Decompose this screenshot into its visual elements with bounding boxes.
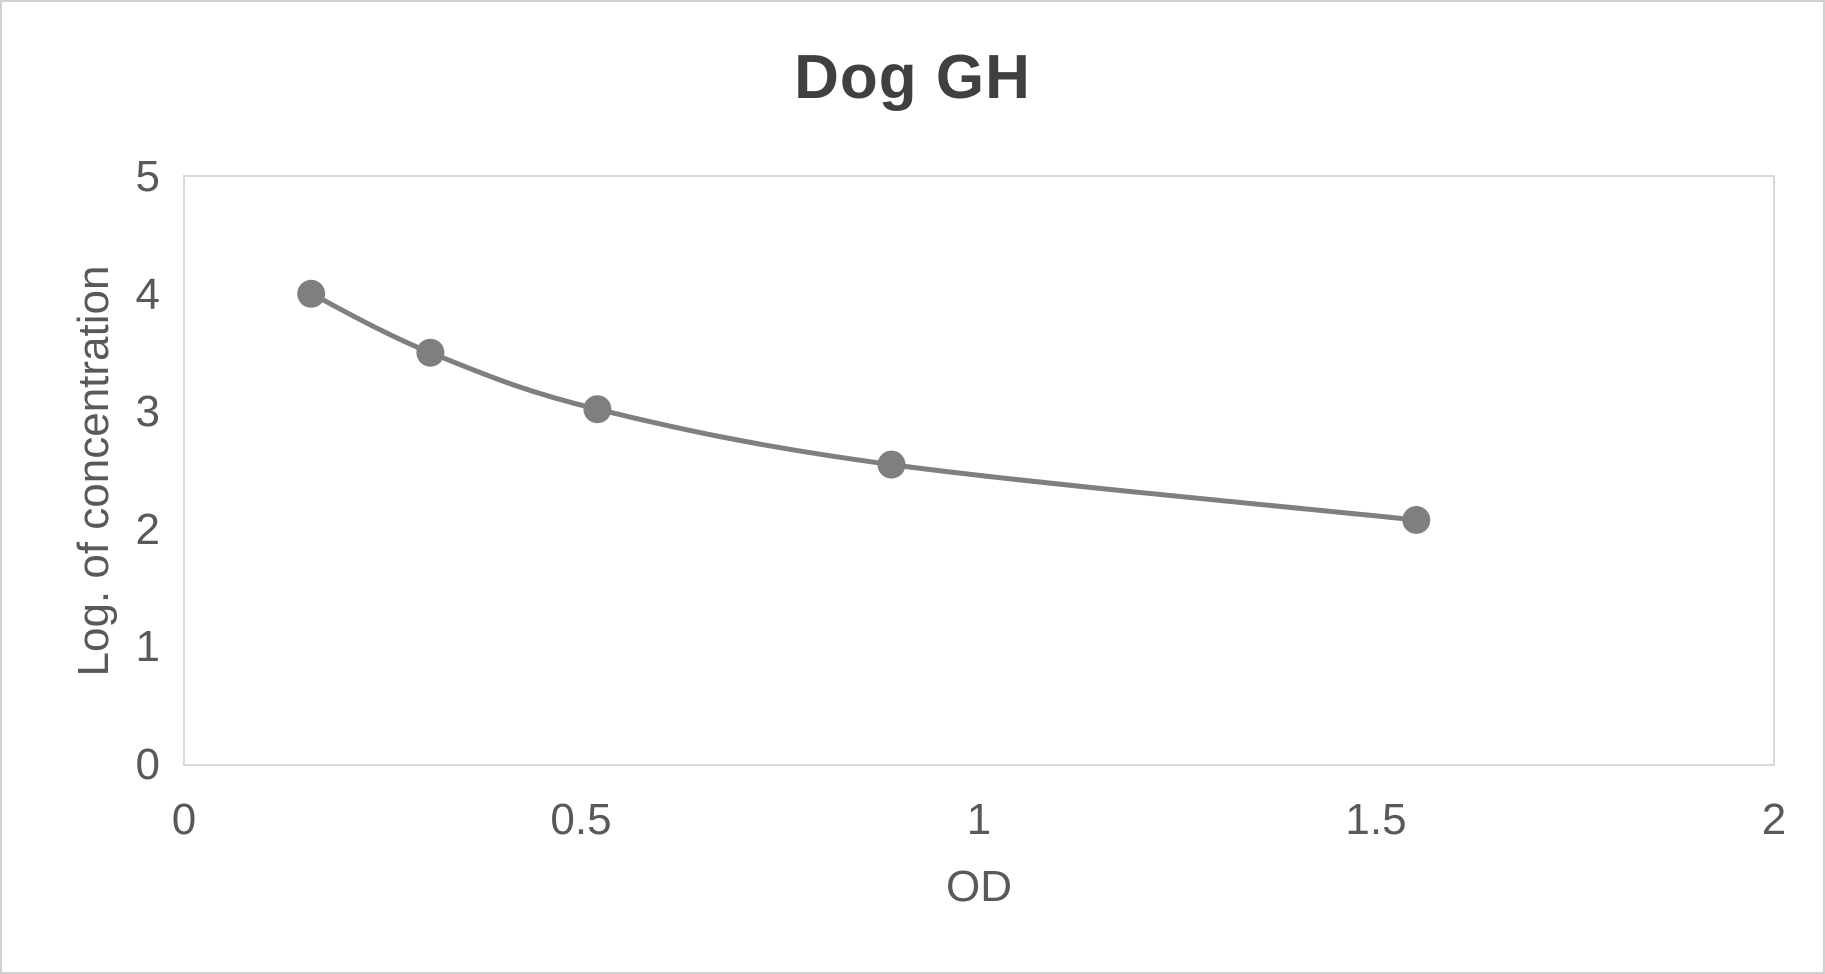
y-tick-label: 1 (135, 622, 160, 671)
y-tick-label: 2 (135, 505, 160, 554)
chart-title: Dog GH (794, 43, 1031, 112)
data-point-marker (297, 279, 326, 308)
x-axis-title: OD (946, 862, 1012, 911)
y-axis-title: Log. of concentration (69, 265, 118, 677)
plot-border (183, 175, 1775, 766)
x-tick-label: 1.5 (1345, 795, 1407, 844)
y-tick-label: 4 (135, 270, 160, 319)
y-tick-label: 3 (135, 387, 160, 436)
series-line (308, 291, 1419, 523)
data-point-marker (583, 395, 612, 424)
y-tick-label: 5 (135, 152, 160, 201)
data-point-marker (1402, 506, 1431, 534)
data-point-marker (416, 338, 445, 367)
x-tick-label: 0 (171, 795, 197, 844)
x-tick-label: 0.5 (550, 795, 612, 844)
x-tick-label: 1 (966, 795, 992, 844)
x-tick-label: 2 (1761, 795, 1787, 844)
y-tick-label: 0 (135, 740, 160, 789)
data-point-marker (877, 450, 906, 479)
